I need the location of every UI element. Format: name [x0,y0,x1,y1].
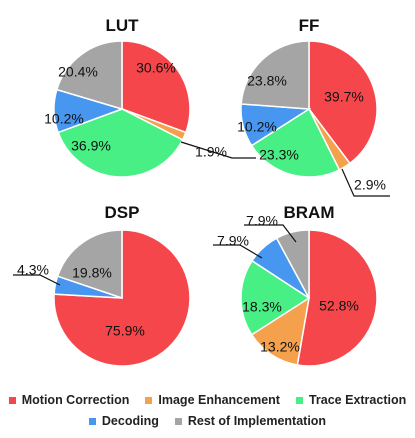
pie-slice-motion-correction [296,229,378,367]
legend-item-decoding: Decoding [88,414,159,428]
pie-data-label: 7.9% [217,233,249,249]
pie-bram: BRAM 52.8% 13.2% 18.3% 7.9% 7.9% [213,203,378,367]
pie-data-label: 36.9% [71,138,111,154]
legend-label: Rest of Implementation [187,414,327,428]
pie-slice-motion-correction [308,40,378,165]
callout-leader-line [341,168,390,197]
callout-leader-line [244,224,297,243]
pie-data-label: 39.7% [324,89,364,105]
pie-data-label: 4.3% [17,262,49,278]
pie-slice-image-enhancement [250,296,311,366]
legend-swatch [88,417,96,425]
pie-slice-trace-extraction [250,107,341,178]
pie-slice-rest-of-implementation [55,40,123,111]
legend-row-1: Motion Correction Image Enhancement Trac… [0,393,415,407]
legend-item-image-enhancement: Image Enhancement [145,393,280,407]
legend-item-rest-of-implementation: Rest of Implementation [174,414,327,428]
pie-slice-trace-extraction [240,259,311,336]
legend-swatch [295,396,303,404]
callout-leader-line [213,244,263,259]
pie-data-label: 23.8% [247,73,287,89]
pie-data-label: 2.9% [354,177,386,193]
legend-label: Trace Extraction [308,393,407,407]
pie-slice-rest-of-implementation [275,229,310,299]
pie-data-label: 30.6% [136,60,176,76]
pie-data-label: 10.2% [44,111,84,127]
pie-ff: FF 39.7% 2.9% 23.3% 10.2% 23.8% [237,16,390,197]
legend-item-motion-correction: Motion Correction [8,393,130,407]
pie-data-label: 52.8% [319,298,359,314]
pie-title: DSP [105,203,140,222]
legend-item-trace-extraction: Trace Extraction [295,393,407,407]
pie-dsp: DSP 75.9% 4.3% 19.8% [13,203,191,367]
pie-data-label: 19.8% [72,265,112,281]
callout-leader-line [180,141,256,159]
pie-data-label: 23.3% [259,147,299,163]
pie-title: FF [299,16,320,35]
pie-title: LUT [105,16,139,35]
legend-swatch [174,417,182,425]
pie-data-label: 10.2% [237,119,277,135]
pie-data-label: 1.9% [195,144,227,160]
callout-leader-line [13,274,61,286]
legend-swatch [145,396,153,404]
legend-swatch [8,396,16,404]
legend-row-2: Decoding Rest of Implementation [0,414,415,428]
pie-slice-motion-correction [121,40,191,134]
pie-slice-rest-of-implementation [56,229,123,300]
legend-label: Decoding [101,414,159,428]
pie-data-label: 20.4% [58,64,98,80]
pie-data-label: 7.9% [246,213,278,229]
pie-data-label: 13.2% [260,339,300,355]
pie-data-label: 75.9% [105,323,145,339]
pie-slice-trace-extraction [57,108,184,178]
pie-data-label: 18.3% [242,299,282,315]
pie-title: BRAM [284,203,335,222]
legend-label: Motion Correction [21,393,130,407]
pie-lut: LUT 30.6% 1.9% 36.9% 10.2% 20.4% [44,16,256,178]
pie-slice-rest-of-implementation [240,40,310,110]
legend-label: Image Enhancement [158,393,280,407]
